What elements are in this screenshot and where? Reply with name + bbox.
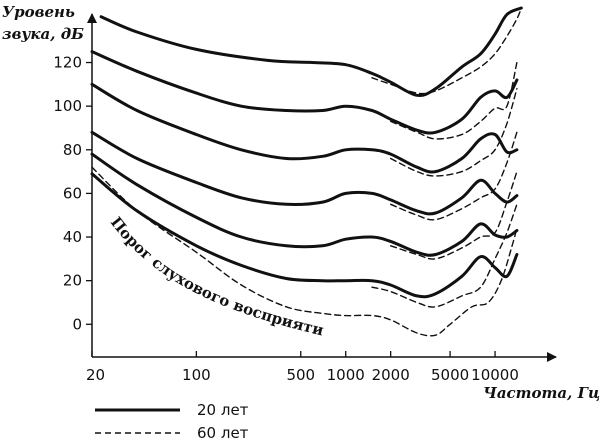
curve-20-years-4: [90, 152, 519, 257]
curve-60-years-4: [390, 170, 518, 260]
curve-60-years-5: [371, 203, 518, 308]
y-tick-label: 100: [53, 97, 82, 115]
y-tick-label: 0: [72, 315, 82, 333]
y-tick-label: 80: [63, 141, 82, 159]
legend-label-solid: 20 лет: [197, 401, 249, 419]
x-ticks: 20 100 500 1000 2000 5000 10000: [86, 351, 519, 384]
legend: 20 лет 60 лет: [95, 401, 249, 442]
y-ticks: 0 20 40 60 80 100 120: [53, 54, 92, 333]
y-tick-label: 120: [53, 54, 82, 72]
y-axis-title-line1: Уровень: [2, 3, 75, 21]
x-tick-label: 2000: [372, 366, 410, 384]
curve-60-years-6: [91, 166, 518, 337]
x-tick-label: 500: [286, 366, 315, 384]
x-tick-label: 5000: [431, 366, 469, 384]
curve-60-years-3: [390, 131, 518, 221]
curve-20-years-1: [90, 50, 519, 135]
curve-20-years-5: [90, 172, 519, 299]
x-tick-label: 100: [182, 366, 211, 384]
legend-label-dashed: 60 лет: [197, 424, 249, 442]
curve-20-years-0: [99, 6, 523, 97]
x-tick-label: 20: [86, 366, 105, 384]
y-tick-label: 60: [63, 184, 82, 202]
curve-60-years-2: [390, 88, 518, 177]
curve-60-years-0: [371, 7, 522, 95]
y-tick-label: 40: [63, 228, 82, 246]
curve-60-years-1: [390, 61, 518, 140]
curve-20-years-3: [90, 130, 519, 216]
curves: [90, 6, 523, 337]
x-tick-label: 1000: [327, 366, 365, 384]
x-tick-label: 10000: [471, 366, 519, 384]
y-axis-title-line2: звука, дБ: [2, 25, 84, 43]
y-tick-label: 20: [63, 272, 82, 290]
curve-20-years-2: [90, 82, 519, 174]
x-axis-title: Частота, Гц: [483, 384, 600, 402]
